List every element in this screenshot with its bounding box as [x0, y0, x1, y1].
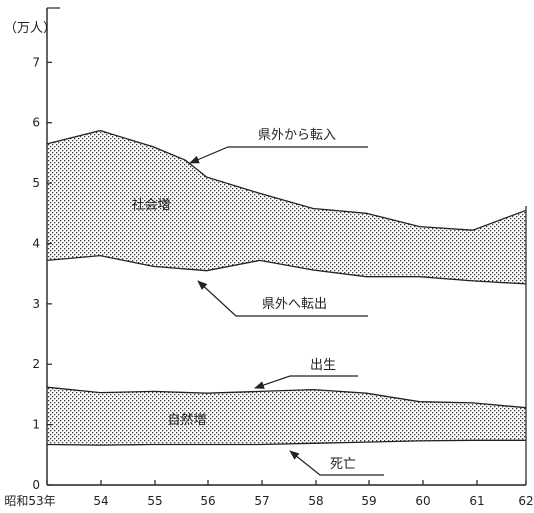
out-migration-line — [46, 254, 527, 285]
y-tick-label: 5 — [32, 176, 40, 190]
deaths-label: 死亡 — [330, 457, 356, 472]
y-tick-label: 7 — [32, 55, 40, 69]
y-tick-label: 3 — [32, 297, 40, 311]
deaths-line — [46, 439, 526, 446]
deaths-pointer — [289, 450, 384, 476]
x-ticks: 昭和53年 54 55 56 57 58 59 60 61 62 — [4, 480, 534, 508]
births-label: 出生 — [310, 358, 336, 373]
annotations: 社会増 自然増 県外から転入 県外へ転出 出生 死亡 — [131, 128, 384, 476]
natural-increase-area — [47, 387, 526, 446]
births-line — [46, 386, 527, 409]
y-tick-label: 4 — [32, 236, 40, 250]
out-migration-pointer — [197, 280, 368, 317]
y-ticks: 0 1 2 3 4 5 6 7 — [32, 55, 52, 492]
y-tick-label: 1 — [32, 418, 40, 432]
series-lines — [46, 129, 527, 446]
x-tick-label: 60 — [415, 494, 430, 508]
y-tick-label: 6 — [32, 116, 40, 130]
social-increase-label: 社会増 — [131, 197, 170, 213]
y-tick-label: 0 — [32, 478, 40, 492]
x-tick-label: 昭和53年 — [4, 494, 55, 508]
y-unit-label: （万人） — [4, 21, 56, 36]
out-migration-label: 県外へ転出 — [262, 297, 327, 312]
in-migration-label: 県外から転入 — [258, 128, 336, 143]
y-tick-label: 2 — [32, 357, 40, 371]
natural-increase-label: 自然増 — [167, 412, 206, 428]
x-tick-label: 62 — [518, 494, 533, 508]
births-pointer — [254, 375, 358, 389]
x-tick-label: 57 — [254, 494, 269, 508]
x-tick-label: 54 — [93, 494, 108, 508]
x-tick-label: 58 — [308, 494, 323, 508]
filled-areas — [47, 130, 526, 446]
x-tick-label: 61 — [469, 494, 484, 508]
x-tick-label: 59 — [361, 494, 376, 508]
in-migration-line — [46, 129, 527, 231]
x-tick-label: 56 — [200, 494, 215, 508]
in-migration-pointer — [189, 146, 368, 164]
social-increase-area — [47, 130, 526, 284]
x-tick-label: 55 — [147, 494, 162, 508]
